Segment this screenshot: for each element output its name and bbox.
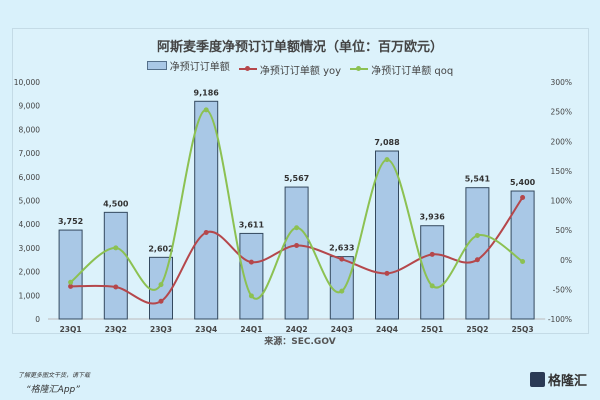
footer-line1: 了解更多图文干货，请下载	[18, 372, 91, 379]
bar-data-label: 5,541	[465, 175, 491, 184]
legend-item-bar: 净预订订单额	[146, 58, 230, 73]
right-tick-label: -100%	[548, 315, 572, 324]
chart-title: 阿斯麦季度净预订订单额情况（单位：百万欧元）	[156, 40, 443, 55]
legend-label: 净预订订单额	[169, 62, 230, 73]
left-tick-label: 0	[35, 315, 40, 324]
legend: 净预订订单额 净预订订单额 yoy 净预订订单额 qoq	[0, 58, 600, 77]
qoq-point	[203, 107, 209, 113]
yoy-point	[203, 229, 209, 235]
legend-item-yoy: 净预订订单额 yoy	[238, 62, 342, 77]
left-tick-label: 5,000	[19, 197, 41, 206]
bar-data-label: 2,602	[148, 244, 173, 253]
bar	[329, 256, 354, 320]
left-tick-label: 7,000	[19, 149, 41, 158]
yoy-point	[474, 257, 480, 263]
yoy-point	[248, 259, 254, 265]
qoq-point	[158, 282, 164, 288]
bar	[375, 150, 399, 320]
yoy-point	[68, 283, 74, 289]
yoy-point	[294, 243, 300, 249]
legend-swatch-qoq	[350, 66, 369, 71]
x-tick-label: 23Q2	[105, 325, 127, 334]
legend-label: 净预订订单额 qoq	[371, 65, 454, 77]
right-tick-label: 0%	[560, 256, 572, 265]
x-tick-label: 24Q4	[376, 325, 398, 334]
bar	[420, 225, 445, 320]
left-tick-label: 8,000	[19, 125, 41, 134]
bar-data-label: 2,633	[329, 244, 354, 253]
bar-data-label: 7,088	[374, 138, 400, 147]
x-tick-label: 24Q3	[331, 325, 353, 334]
x-tick-label: 23Q4	[195, 325, 217, 334]
logo-text: 格隆汇	[548, 374, 588, 389]
left-tick-label: 9,000	[19, 102, 41, 111]
bar	[284, 186, 309, 320]
qoq-point	[339, 288, 345, 294]
left-tick-label: 10,000	[14, 78, 40, 87]
yoy-point	[520, 195, 526, 201]
qoq-point	[68, 279, 74, 285]
x-tick-label: 24Q2	[286, 325, 308, 334]
left-tick-label: 3,000	[19, 244, 41, 253]
bar-data-label: 3,752	[58, 217, 83, 226]
bar-data-label: 3,611	[239, 220, 265, 229]
qoq-point	[429, 283, 435, 289]
bar-data-label: 3,936	[420, 213, 446, 222]
qoq-point	[520, 259, 526, 265]
qoq-point	[113, 245, 119, 251]
x-tick-label: 24Q1	[240, 325, 262, 334]
right-tick-label: 250%	[551, 108, 572, 117]
right-tick-label: 300%	[551, 78, 572, 87]
qoq-point	[248, 293, 254, 299]
bar-data-label: 4,500	[103, 199, 129, 208]
bar-data-label: 5,400	[510, 178, 536, 187]
left-tick-label: 2,000	[19, 268, 41, 277]
right-tick-label: 200%	[551, 137, 572, 146]
right-tick-label: -50%	[553, 285, 572, 294]
footer-line2: “格隆汇App”	[26, 385, 80, 395]
yoy-point	[339, 256, 345, 262]
bar-data-label: 5,567	[284, 174, 309, 183]
yoy-point	[384, 270, 390, 276]
right-tick-label: 100%	[551, 197, 572, 206]
legend-item-qoq: 净预订订单额 qoq	[350, 62, 453, 77]
bar	[103, 211, 128, 320]
left-tick-label: 6,000	[19, 173, 41, 182]
bar	[510, 190, 535, 320]
legend-swatch-yoy	[238, 66, 257, 71]
right-tick-label: 150%	[551, 167, 572, 176]
qoq-point	[294, 225, 300, 231]
bar	[149, 256, 173, 320]
legend-label: 净预订订单额 yoy	[259, 65, 342, 77]
bar	[465, 187, 490, 320]
qoq-point	[384, 157, 390, 163]
source-note: 来源：SEC.GOV	[264, 337, 336, 347]
x-tick-label: 23Q1	[60, 325, 82, 334]
x-tick-label: 23Q3	[150, 325, 172, 334]
x-tick-label: 25Q2	[466, 325, 488, 334]
bar-data-label: 9,186	[194, 88, 220, 97]
legend-swatch-bar	[146, 61, 167, 70]
brand-logo: 格隆汇	[530, 370, 587, 389]
right-tick-label: 50%	[555, 226, 572, 235]
yoy-point	[158, 298, 164, 304]
x-tick-label: 25Q3	[512, 325, 534, 334]
qoq-point	[474, 232, 480, 238]
yoy-point	[429, 251, 435, 257]
bar	[58, 229, 83, 320]
yoy-point	[113, 284, 119, 290]
x-tick-label: 25Q1	[421, 325, 443, 334]
left-tick-label: 4,000	[19, 220, 41, 229]
logo-icon	[530, 372, 545, 387]
left-tick-label: 1,000	[19, 291, 41, 300]
bar	[194, 100, 219, 320]
